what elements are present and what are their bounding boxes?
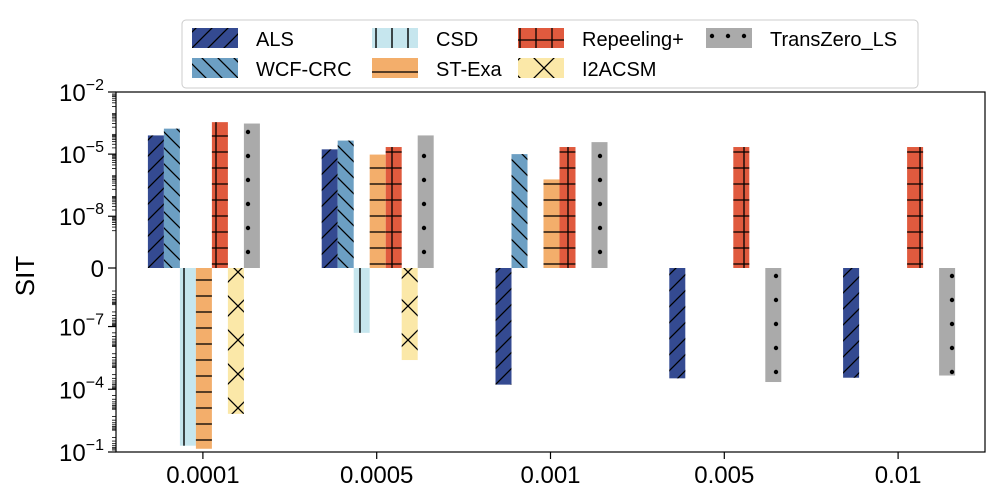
x-tick-label: 0.01 bbox=[875, 462, 922, 489]
legend-st-exa-swatch-hatch bbox=[372, 58, 418, 78]
bar-csd-0_0001-hatch bbox=[179, 268, 196, 446]
axes: 10−2 10−5 10−8 0 10−7 10−4 10−1 0.0001 0.0005 0.0… bbox=[10, 77, 986, 489]
legend-als-label: ALS bbox=[256, 29, 294, 51]
bar-als-0_0005-hatch bbox=[321, 149, 338, 268]
legend-repeeling--swatch-hatch bbox=[518, 28, 564, 48]
legend-transzero-ls-label: TransZero_LS bbox=[770, 29, 897, 51]
y-axis-title: SIT bbox=[10, 256, 40, 297]
bar-st-exa-0_0005-hatch bbox=[369, 154, 386, 268]
bar-als-0_005-hatch bbox=[669, 268, 686, 379]
bar-st-exa-0_001-hatch bbox=[543, 179, 560, 268]
legend-wcf-crc-swatch-hatch bbox=[192, 58, 238, 78]
bar-wcf-crc-0_0005-hatch bbox=[337, 140, 354, 268]
legend-wcf-crc-label: WCF-CRC bbox=[256, 59, 352, 81]
legend-transzero-ls-swatch-hatch bbox=[706, 28, 752, 48]
bar-csd-0_0005-hatch bbox=[353, 268, 370, 333]
x-tick-label: 0.005 bbox=[694, 462, 754, 489]
legend-csd-swatch-hatch bbox=[372, 28, 418, 48]
bar-als-0_001-hatch bbox=[495, 268, 512, 385]
bar-st-exa-0_0001-hatch bbox=[195, 268, 212, 449]
bar-wcf-crc-0_0001-hatch bbox=[163, 128, 180, 268]
bar-wcf-crc-0_001-hatch bbox=[511, 154, 528, 268]
legend-csd-label: CSD bbox=[436, 29, 478, 51]
legend-i2acsm-swatch-hatch bbox=[518, 58, 564, 78]
bar-repeeling--0_005-hatch bbox=[733, 147, 750, 268]
bar-repeeling--0_001-hatch bbox=[559, 147, 576, 268]
legend: ALS WCF-CRC CSD ST-Exa Repeeling+ I2ACSM Trans… bbox=[181, 19, 919, 89]
x-tick-label: 0.001 bbox=[520, 462, 580, 489]
legend-als-swatch-hatch bbox=[192, 28, 238, 48]
bar-transzero-ls-0_0005-hatch bbox=[417, 135, 434, 268]
bars bbox=[147, 122, 956, 449]
y-tick-label: 10−1 bbox=[59, 437, 104, 467]
bar-transzero-ls-0_005-hatch bbox=[765, 268, 782, 383]
bar-transzero-ls-0_0001-hatch bbox=[243, 123, 260, 268]
legend-repeeling--label: Repeeling+ bbox=[582, 29, 684, 51]
bar-repeeling--0_0005-hatch bbox=[385, 147, 402, 268]
y-tick-label: 10−4 bbox=[59, 374, 104, 404]
bar-repeeling--0_01-hatch bbox=[907, 147, 924, 268]
x-tick-label: 0.0005 bbox=[340, 462, 413, 489]
y-tick-label: 10−2 bbox=[59, 77, 104, 107]
legend-st-exa-label: ST-Exa bbox=[436, 59, 502, 81]
y-tick-label: 10−5 bbox=[59, 139, 104, 169]
bar-i2acsm-0_0005-hatch bbox=[401, 268, 418, 361]
legend-i2acsm-label: I2ACSM bbox=[582, 59, 656, 81]
bar-transzero-ls-0_01-hatch bbox=[939, 268, 956, 376]
y-tick-label: 0 bbox=[91, 256, 104, 283]
y-tick-label: 10−7 bbox=[59, 312, 104, 342]
bar-repeeling--0_0001-hatch bbox=[211, 122, 228, 268]
x-tick-label: 0.0001 bbox=[166, 462, 239, 489]
bar-als-0_0001-hatch bbox=[147, 135, 164, 268]
bar-als-0_01-hatch bbox=[843, 268, 860, 378]
bar-transzero-ls-0_001-hatch bbox=[591, 142, 608, 268]
y-tick-label: 10−8 bbox=[59, 201, 104, 231]
bar-i2acsm-0_0001-hatch bbox=[227, 268, 244, 414]
